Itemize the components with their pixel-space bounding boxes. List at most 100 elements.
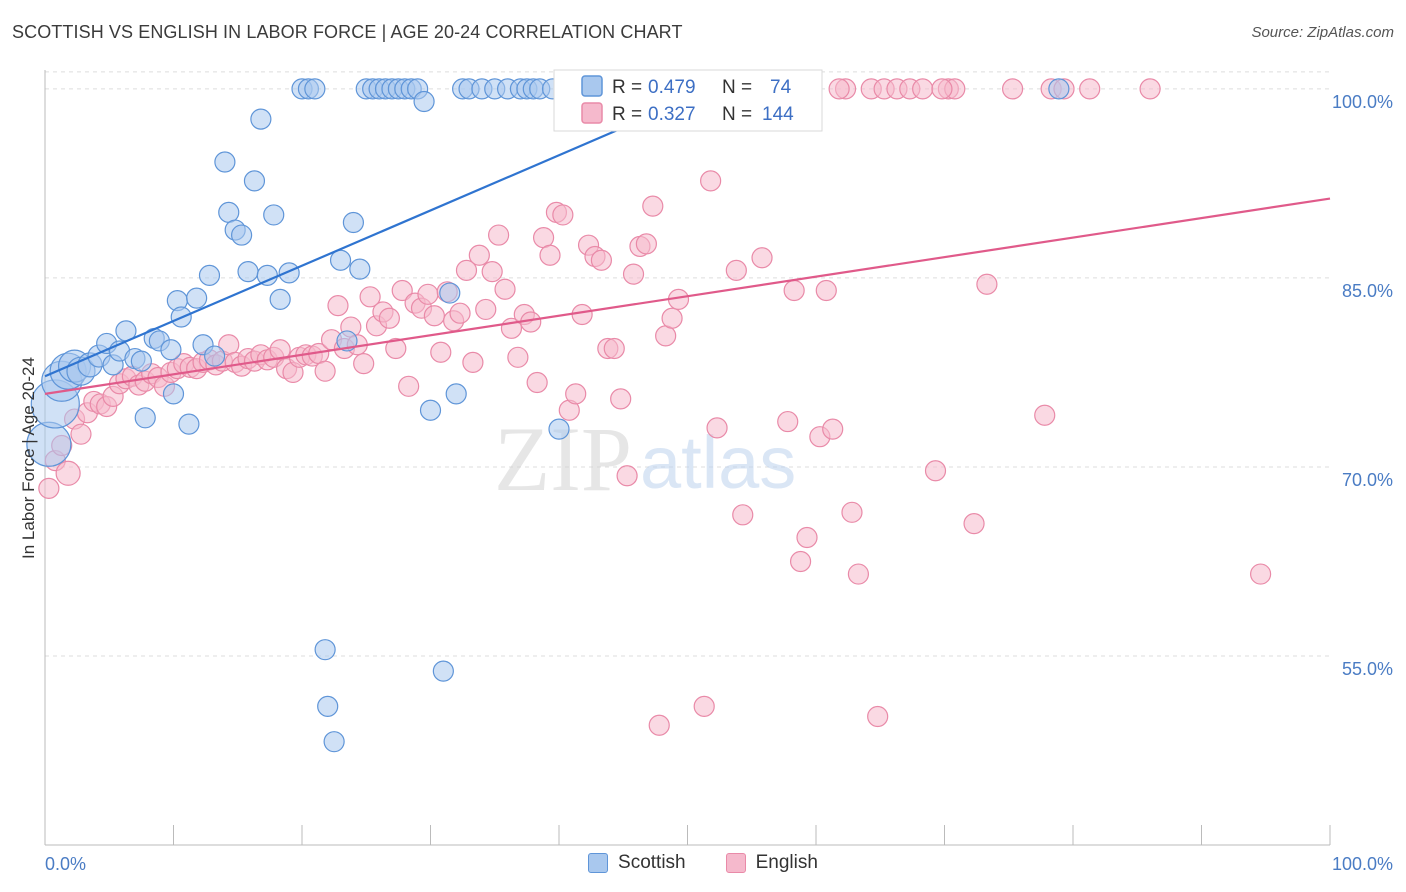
english-point[interactable] <box>828 78 850 100</box>
english-point[interactable] <box>963 513 985 535</box>
english-point[interactable] <box>822 418 844 440</box>
scottish-point[interactable] <box>342 211 364 234</box>
english-point[interactable] <box>655 325 677 347</box>
scottish-point[interactable] <box>198 264 221 287</box>
scottish-point[interactable] <box>419 399 442 421</box>
english-point[interactable] <box>815 279 837 302</box>
english-point[interactable] <box>449 302 471 324</box>
english-point[interactable] <box>610 388 632 410</box>
scottish-point[interactable] <box>413 90 435 113</box>
english-point[interactable] <box>571 303 593 326</box>
english-point[interactable] <box>616 465 638 487</box>
scottish-point[interactable] <box>445 383 467 405</box>
english-point[interactable] <box>789 550 812 573</box>
english-point[interactable] <box>700 170 722 192</box>
english-point[interactable] <box>1079 78 1101 100</box>
english-point[interactable] <box>783 279 805 302</box>
scottish-point[interactable] <box>278 262 300 284</box>
english-point[interactable] <box>38 477 60 499</box>
scottish-point[interactable] <box>349 258 371 280</box>
scottish-point[interactable] <box>256 264 278 287</box>
english-point[interactable] <box>314 360 336 382</box>
english-point[interactable] <box>526 371 548 394</box>
english-point[interactable] <box>398 375 420 397</box>
english-point[interactable] <box>565 383 587 405</box>
english-point[interactable] <box>1002 78 1024 100</box>
english-point[interactable] <box>494 278 516 300</box>
english-point[interactable] <box>976 273 998 295</box>
english-point[interactable] <box>642 195 664 217</box>
scottish-point[interactable] <box>178 413 200 435</box>
english-point[interactable] <box>751 247 773 269</box>
scottish-point[interactable] <box>231 224 253 246</box>
english-point[interactable] <box>635 233 657 255</box>
english-point[interactable] <box>430 341 452 363</box>
english-point[interactable] <box>423 305 445 327</box>
scottish-point[interactable] <box>250 108 272 130</box>
scottish-point[interactable] <box>162 383 185 405</box>
scottish-point[interactable] <box>237 261 259 283</box>
english-point[interactable] <box>269 339 291 361</box>
english-point[interactable] <box>590 249 613 271</box>
english-point[interactable] <box>693 695 715 717</box>
english-point[interactable] <box>931 78 953 100</box>
english-point[interactable] <box>327 295 349 317</box>
english-point[interactable] <box>552 204 574 226</box>
english-point[interactable] <box>488 224 510 246</box>
scottish-point[interactable] <box>314 639 336 661</box>
scottish-point[interactable] <box>548 418 570 440</box>
english-point[interactable] <box>1250 563 1272 585</box>
scottish-point[interactable] <box>269 288 291 310</box>
english-point[interactable] <box>455 259 478 281</box>
english-point[interactable] <box>532 227 555 249</box>
scottish-point[interactable] <box>243 170 266 192</box>
english-point[interactable] <box>648 714 670 736</box>
english-point[interactable] <box>1139 78 1161 100</box>
english-point[interactable] <box>507 346 529 368</box>
bottom-legend-scottish[interactable]: Scottish <box>588 852 686 874</box>
scottish-point[interactable] <box>323 731 345 753</box>
english-point[interactable] <box>732 504 754 526</box>
scottish-point[interactable] <box>134 407 156 429</box>
english-point[interactable] <box>847 563 870 585</box>
english-point[interactable] <box>603 337 625 360</box>
english-point[interactable] <box>796 526 818 549</box>
scottish-point[interactable] <box>317 695 339 717</box>
english-point[interactable] <box>912 78 934 100</box>
english-point[interactable] <box>353 353 375 375</box>
english-point[interactable] <box>924 460 947 482</box>
english-point[interactable] <box>1034 404 1056 426</box>
scottish-point[interactable] <box>218 201 240 223</box>
english-point[interactable] <box>841 501 863 523</box>
english-point[interactable] <box>706 417 728 439</box>
scottish-point[interactable] <box>439 282 461 304</box>
scottish-point[interactable] <box>304 78 326 100</box>
scottish-point[interactable] <box>214 151 236 173</box>
english-point[interactable] <box>70 423 92 445</box>
english-point[interactable] <box>385 337 407 360</box>
scottish-point[interactable] <box>204 345 226 367</box>
scottish-point[interactable] <box>1048 78 1070 100</box>
english-point[interactable] <box>777 410 799 433</box>
english-point[interactable] <box>539 244 561 266</box>
scottish-point[interactable] <box>130 350 152 372</box>
english-point[interactable] <box>391 279 413 302</box>
english-point[interactable] <box>378 307 400 329</box>
english-point[interactable] <box>867 705 889 728</box>
english-point[interactable] <box>475 298 497 321</box>
english-point[interactable] <box>622 263 645 285</box>
scottish-point[interactable] <box>160 339 182 361</box>
scottish-point[interactable] <box>186 287 208 309</box>
scottish-point[interactable] <box>263 204 285 226</box>
english-point[interactable] <box>417 283 439 305</box>
english-point[interactable] <box>55 460 81 486</box>
scottish-point[interactable] <box>336 330 358 352</box>
english-point[interactable] <box>481 261 503 283</box>
english-point[interactable] <box>462 351 484 373</box>
bottom-legend-english[interactable]: English <box>725 852 818 874</box>
english-point[interactable] <box>725 259 747 281</box>
english-point[interactable] <box>468 244 490 266</box>
english-point[interactable] <box>661 307 683 329</box>
scottish-point[interactable] <box>432 660 454 682</box>
english-point[interactable] <box>359 286 381 308</box>
